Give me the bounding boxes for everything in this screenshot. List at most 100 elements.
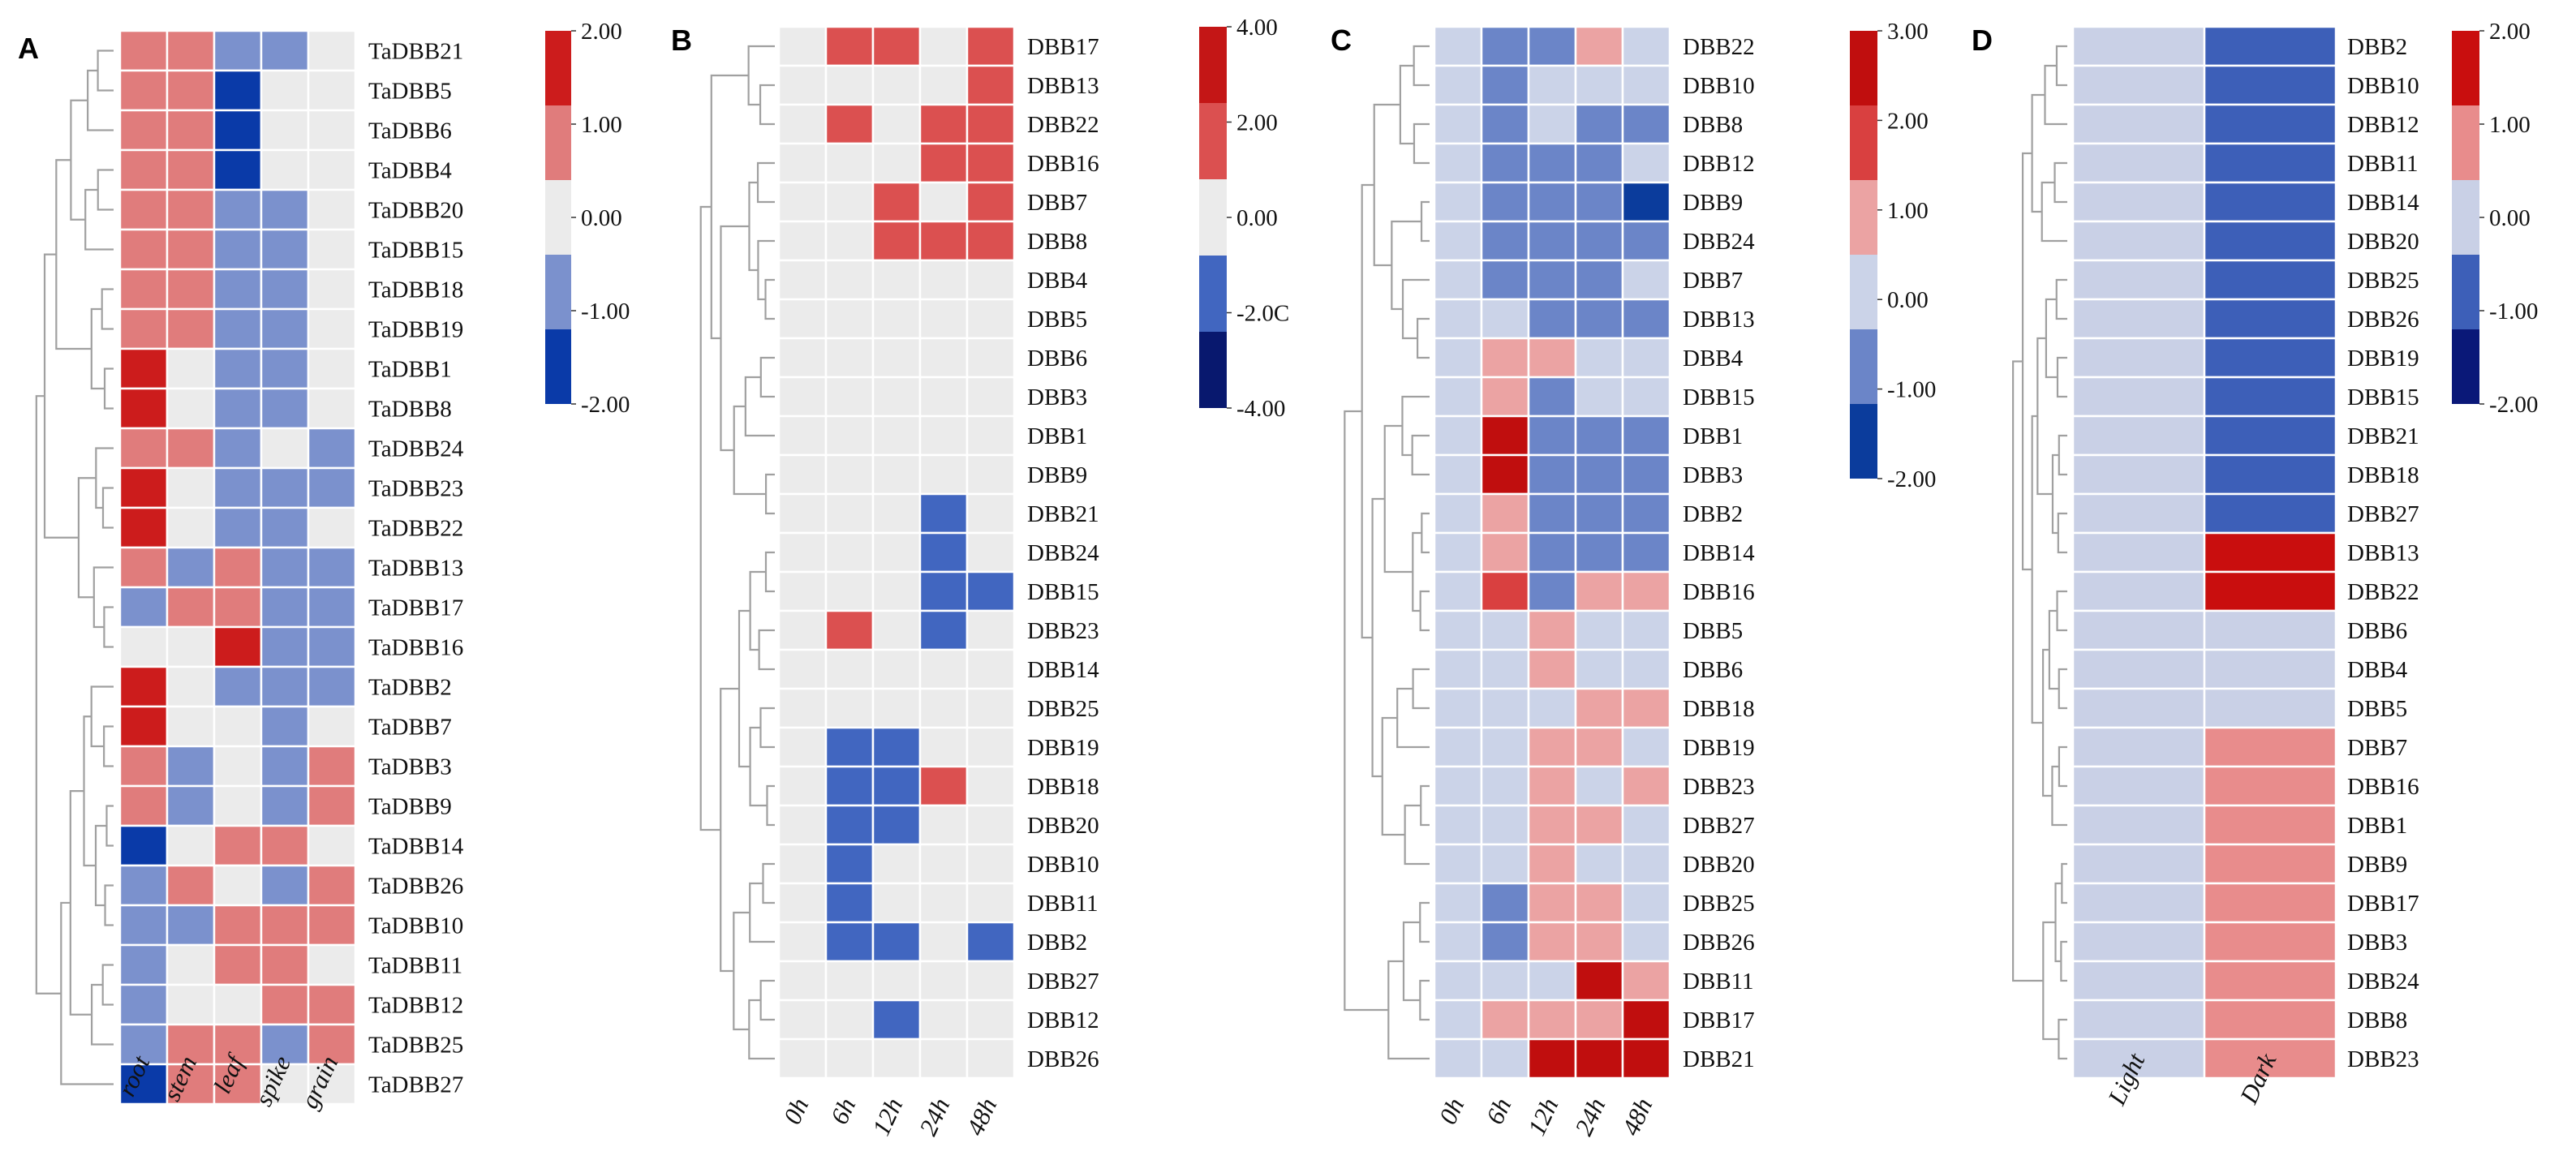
heatmap-cell (1433, 298, 1483, 340)
heatmap-cell (777, 259, 828, 301)
heatmap-cell (2071, 726, 2206, 768)
heatmap-cell (260, 625, 310, 668)
heatmap-cell (1527, 1038, 1577, 1080)
heatmap-cell (307, 904, 357, 947)
heatmap-cell (260, 506, 310, 549)
row-label: DBB25 (2347, 268, 2419, 294)
heatmap-cell (2071, 220, 2206, 262)
heatmap-cell (118, 904, 169, 947)
heatmap-cell (824, 415, 875, 457)
heatmap-cell (213, 307, 263, 350)
heatmap-cell (918, 259, 969, 301)
heatmap-cell (871, 960, 922, 1002)
heatmap-cell (307, 307, 357, 350)
row-label: DBB25 (1683, 891, 1755, 917)
heatmap-cell (918, 687, 969, 729)
row-label: DBB24 (1683, 229, 1755, 255)
heatmap-cell (213, 29, 263, 72)
row-label: DBB7 (1683, 268, 1743, 294)
heatmap-cell (260, 307, 310, 350)
heatmap-cell (166, 466, 216, 509)
heatmap-cell (965, 609, 1016, 651)
heatmap-cell (824, 882, 875, 924)
heatmap-cell (1480, 804, 1530, 846)
row-label: DBB22 (1683, 34, 1755, 60)
heatmap-cell (824, 25, 875, 67)
heatmap-cell (1527, 181, 1577, 223)
heatmap-cell (166, 904, 216, 947)
heatmap-cell (2071, 921, 2206, 963)
legend-swatch (545, 31, 571, 105)
heatmap-cell (871, 64, 922, 106)
dendrogram-branch (733, 911, 750, 1031)
heatmap-cell (1574, 882, 1624, 924)
row-label: DBB16 (1683, 579, 1755, 605)
heatmap-cell (965, 921, 1016, 963)
heatmap-cell (1527, 999, 1577, 1041)
heatmap-cell (965, 570, 1016, 612)
heatmap-cell (2203, 259, 2337, 301)
heatmap-cell (1480, 726, 1530, 768)
heatmap-cell (2203, 64, 2337, 106)
row-label: DBB3 (2347, 930, 2407, 956)
row-label: DBB19 (1027, 735, 1099, 761)
legend-tick-label: -2.00 (581, 392, 630, 418)
heatmap-cell (1621, 259, 1671, 301)
heatmap-cell (213, 625, 263, 668)
column-label: 12h (1522, 1093, 1563, 1140)
row-label: DBB3 (1683, 462, 1743, 488)
heatmap-cell (918, 570, 969, 612)
heatmap-cell (2071, 570, 2206, 612)
row-label: DBB14 (1683, 540, 1755, 566)
heatmap-cell (824, 765, 875, 807)
dendrogram-branch (749, 726, 768, 807)
heatmap-cell (2203, 921, 2337, 963)
heatmap-cell (824, 726, 875, 768)
heatmap-cell (307, 784, 357, 827)
heatmap-cell (213, 983, 263, 1026)
heatmap-cell (777, 376, 828, 418)
heatmap-cell (1480, 376, 1530, 418)
heatmap-cell (1621, 1038, 1671, 1080)
heatmap-cell (777, 415, 828, 457)
dendrogram-branch (1412, 531, 1422, 612)
heatmap-cell (871, 103, 922, 145)
heatmap-cell (965, 415, 1016, 457)
heatmap-cell (777, 687, 828, 729)
dendrogram-branch (94, 824, 107, 907)
heatmap-cell (871, 142, 922, 184)
dendrogram-branch (35, 395, 62, 995)
heatmap-cell (1527, 142, 1577, 184)
heatmap-cell (2071, 181, 2206, 223)
heatmap-cell (260, 705, 310, 748)
heatmap-cell (118, 228, 169, 271)
row-label: DBB12 (1027, 1007, 1099, 1033)
heatmap-cell (871, 415, 922, 457)
legend-swatch (545, 255, 571, 329)
heatmap-cell (777, 142, 828, 184)
heatmap-cell (777, 25, 828, 67)
dendrogram-branch (105, 805, 114, 847)
heatmap-cell (1433, 960, 1483, 1002)
heatmap-cell (260, 466, 310, 509)
heatmap-cell (824, 376, 875, 418)
heatmap-cell (824, 492, 875, 535)
row-label: TaDBB13 (368, 556, 463, 582)
legend-swatch (2452, 255, 2479, 329)
legend-swatch (2452, 105, 2479, 180)
heatmap-cell (307, 705, 357, 748)
row-label: DBB14 (1027, 657, 1099, 683)
legend-tick-label: 0.00 (2489, 205, 2531, 231)
heatmap-cell (1480, 1038, 1530, 1080)
heatmap-cell (260, 665, 310, 708)
heatmap-cell (166, 745, 216, 788)
heatmap-cell (965, 843, 1016, 885)
heatmap-cell (213, 546, 263, 589)
dendrogram-branch (2048, 609, 2059, 690)
heatmap-cell (2203, 999, 2337, 1041)
heatmap-cell (307, 148, 357, 191)
dendrogram-branch (1416, 317, 1430, 359)
heatmap-cell (118, 705, 169, 748)
heatmap-cell (1480, 648, 1530, 690)
